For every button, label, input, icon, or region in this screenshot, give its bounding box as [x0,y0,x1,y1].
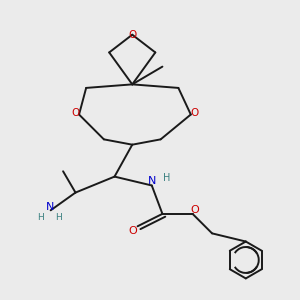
Text: H: H [163,173,170,183]
Text: N: N [148,176,156,186]
Text: O: O [128,30,136,40]
Text: O: O [128,226,136,236]
Text: N: N [45,202,54,212]
Text: O: O [190,108,199,118]
Text: H: H [55,213,62,222]
Text: H: H [37,213,44,222]
Text: O: O [191,205,200,215]
Text: O: O [71,108,80,118]
